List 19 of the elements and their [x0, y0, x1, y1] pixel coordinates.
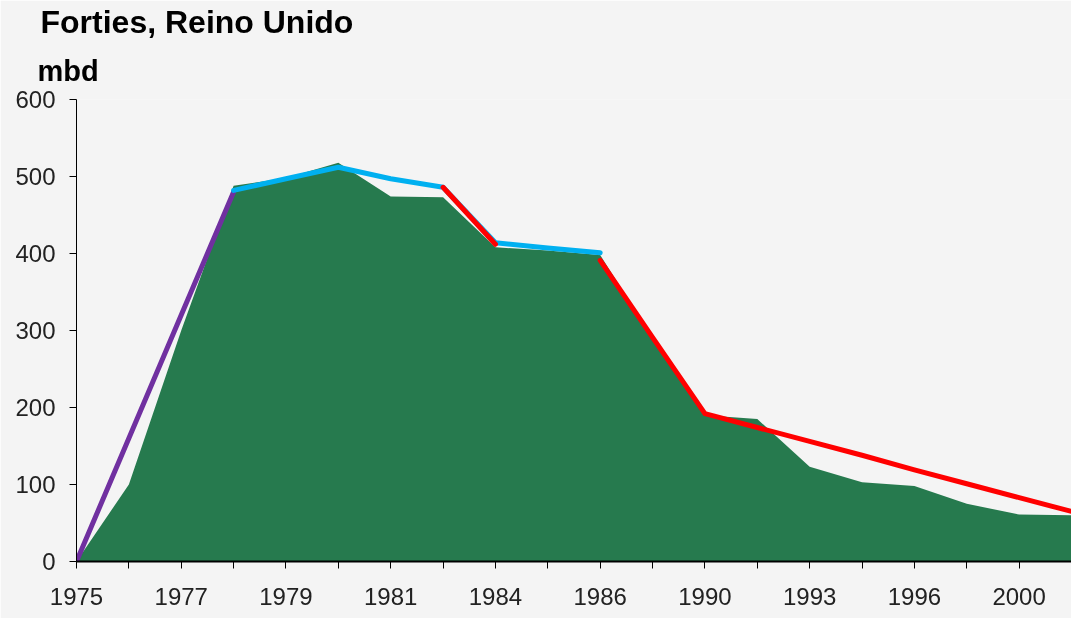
chart-title: Forties, Reino Unido	[40, 3, 354, 40]
y-tick-label: 300	[15, 317, 56, 344]
y-tick-label: 600	[15, 86, 56, 113]
x-tick-label: 1996	[887, 582, 942, 610]
x-tick-label: 2000	[992, 582, 1046, 610]
x-tick-label: 1977	[154, 582, 208, 610]
y-tick-label: 500	[15, 163, 56, 190]
x-tick-label: 1975	[49, 582, 104, 610]
y-tick-label: 200	[15, 394, 56, 421]
x-tick-label: 1990	[678, 582, 732, 610]
x-tick-label: 1993	[782, 582, 837, 610]
x-tick-label: 1986	[573, 582, 627, 610]
y-tick-label: 0	[42, 548, 56, 575]
y-tick-label: 400	[15, 240, 56, 267]
y-tick-label: 100	[15, 471, 56, 498]
x-tick-label: 1981	[364, 582, 418, 610]
x-tick-label: 1979	[259, 582, 313, 610]
x-tick-label: 1984	[468, 582, 523, 610]
y-axis-title: mbd	[37, 54, 99, 87]
